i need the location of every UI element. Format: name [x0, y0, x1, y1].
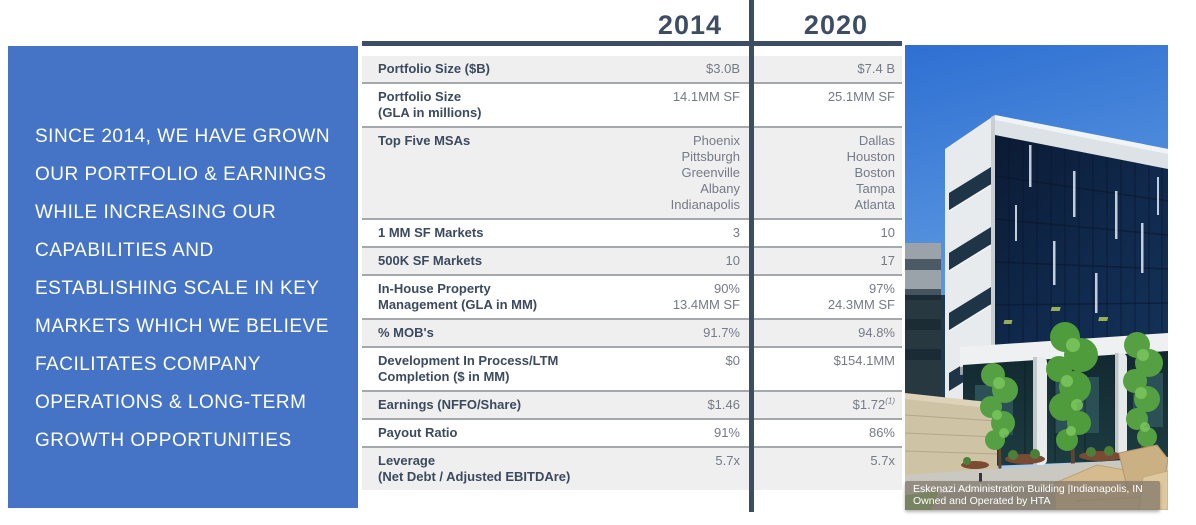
row-label: Leverage (Net Debt / Adjusted EBITDAre)	[378, 453, 571, 484]
value-2020: 86%	[868, 425, 895, 440]
row-label: Development In Process/LTM Completion ($…	[378, 353, 559, 384]
value-2020: Dallas Houston Boston Tampa Atlanta	[846, 133, 895, 212]
table-row: % MOB's 91.7% 94.8%	[362, 318, 902, 346]
value-2014: $1.46	[707, 397, 740, 412]
row-label: Portfolio Size (GLA in millions)	[378, 89, 482, 120]
value-2014: 91%	[713, 425, 740, 440]
table-row: Portfolio Size (GLA in millions) 14.1MM …	[362, 82, 902, 126]
row-label: Top Five MSAs	[378, 133, 471, 148]
statement-panel: SINCE 2014, WE HAVE GROWN OUR PORTFOLIO …	[8, 46, 358, 508]
caption-line-2: Owned and Operated by HTA	[913, 495, 1051, 507]
table-row: 1 MM SF Markets 3 10	[362, 218, 902, 246]
table-row: Portfolio Size ($B) $3.0B $7.4 B	[362, 56, 902, 82]
row-label: Payout Ratio	[378, 425, 458, 440]
value-2014: 91.7%	[703, 325, 740, 340]
column-header-2014: 2014	[657, 10, 722, 40]
value-2020: 5.7x	[870, 453, 895, 468]
statement-text: SINCE 2014, WE HAVE GROWN OUR PORTFOLIO …	[35, 126, 331, 451]
value-2020-text: $1.72	[852, 397, 886, 412]
value-2020: 94.8%	[858, 325, 895, 340]
value-2020: 17	[880, 253, 895, 268]
building-photo: Eskenazi Administration Building |Indian…	[905, 45, 1168, 510]
row-label: 500K SF Markets	[378, 253, 483, 268]
table-body: Portfolio Size ($B) $3.0B $7.4 B Portfol…	[362, 46, 902, 490]
caption-line-1: Eskenazi Administration Building |Indian…	[913, 483, 1143, 495]
value-2014: Phoenix Pittsburgh Greenville Albany Ind…	[670, 133, 740, 212]
row-label: 1 MM SF Markets	[378, 225, 484, 240]
value-2014: 90% 13.4MM SF	[672, 281, 740, 312]
comparison-table: 2014 2020 Portfolio Size ($B) $3.0B $7.4…	[362, 0, 902, 490]
table-row: In-House Property Management (GLA in MM)…	[362, 274, 902, 318]
row-label: % MOB's	[378, 325, 434, 340]
column-divider-line	[749, 0, 754, 512]
header-spacer	[362, 39, 602, 41]
value-2020: $1.72(1)	[750, 397, 902, 413]
value-2014: 3	[732, 225, 740, 240]
value-2020: 10	[880, 225, 895, 240]
value-2020: $154.1MM	[833, 353, 895, 368]
row-label: In-House Property Management (GLA in MM)	[378, 281, 538, 312]
value-2020: $7.4 B	[857, 61, 895, 76]
table-row: Earnings (NFFO/Share) $1.46 $1.72(1)	[362, 390, 902, 418]
table-row: Leverage (Net Debt / Adjusted EBITDAre) …	[362, 446, 902, 490]
row-label: Portfolio Size ($B)	[378, 61, 490, 76]
table-header: 2014 2020	[362, 0, 902, 46]
value-2014: $3.0B	[706, 61, 740, 76]
value-2014: $0	[725, 353, 740, 368]
value-2020: 97% 24.3MM SF	[827, 281, 895, 312]
value-2014: 10	[725, 253, 740, 268]
value-2014: 5.7x	[715, 453, 740, 468]
footnote-marker: (1)	[885, 396, 895, 406]
value-2014: 14.1MM SF	[672, 89, 740, 104]
table-row: Top Five MSAs Phoenix Pittsburgh Greenvi…	[362, 126, 902, 218]
table-row: Development In Process/LTM Completion ($…	[362, 346, 902, 390]
table-row: Payout Ratio 91% 86%	[362, 418, 902, 446]
building-photo-illustration	[905, 45, 1168, 510]
photo-caption: Eskenazi Administration Building |Indian…	[905, 481, 1160, 510]
row-label: Earnings (NFFO/Share)	[378, 397, 522, 412]
column-header-2020: 2020	[803, 10, 868, 40]
table-row: 500K SF Markets 10 17	[362, 246, 902, 274]
value-2020: 25.1MM SF	[827, 89, 895, 104]
